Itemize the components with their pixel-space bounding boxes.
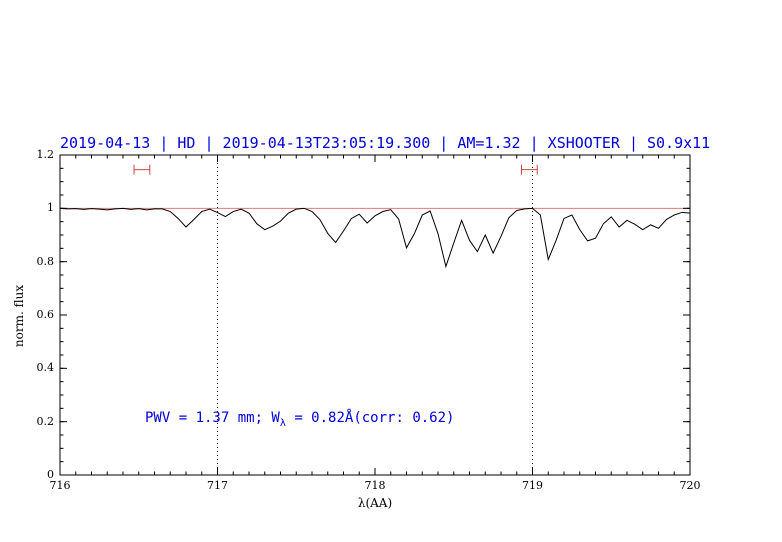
pwv-text-suffix: = 0.82Å(corr: 0.62) (285, 410, 455, 426)
y-tick-label: 1 (47, 201, 54, 215)
pwv-text-prefix: PWV = 1.37 mm; W (145, 410, 280, 426)
y-tick-label: 0 (47, 468, 54, 481)
x-tick-label: 719 (522, 479, 543, 492)
y-tick-label: 0.4 (36, 361, 55, 375)
spectrum-line (59, 207, 691, 269)
x-tick-label: 718 (364, 479, 386, 492)
y-tick-label: 1.2 (36, 148, 55, 161)
lambda-subscript: λ (279, 417, 286, 429)
plot-title: 2019-04-13 | HD | 2019-04-13T23:05:19.30… (60, 134, 711, 152)
y-tick-label: 0.2 (36, 414, 55, 428)
x-tick-label: 720 (679, 479, 701, 492)
y-tick-label: 0.6 (36, 308, 55, 321)
x-tick-label: 717 (207, 479, 228, 492)
pwv-annotation: PWV = 1.37 mm; Wλ = 0.82Å(corr: 0.62) (145, 410, 454, 429)
x-axis-label: λ(AA) (357, 496, 393, 510)
y-tick-label: 0.8 (36, 254, 55, 268)
x-tick-label: 716 (49, 479, 71, 492)
